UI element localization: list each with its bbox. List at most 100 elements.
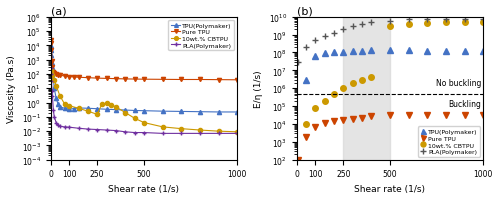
- PLA(Polymaker): [197, 133, 203, 135]
- Pure TPU: [350, 118, 356, 120]
- PLA(Polymaker): [462, 19, 468, 22]
- Pure TPU: [57, 75, 63, 77]
- 10wt.% CBTPU: [197, 129, 203, 132]
- PLA(Polymaker): [368, 22, 374, 24]
- TPU(Polymaker): [85, 108, 91, 110]
- TPU(Polymaker): [424, 51, 430, 53]
- PLA(Polymaker): [424, 19, 430, 22]
- Pure TPU: [48, 39, 54, 42]
- 10wt.% CBTPU: [406, 24, 411, 26]
- TPU(Polymaker): [104, 109, 110, 111]
- 10wt.% CBTPU: [462, 22, 468, 24]
- TPU(Polymaker): [197, 111, 203, 113]
- TPU(Polymaker): [62, 108, 68, 110]
- Pure TPU: [48, 42, 54, 45]
- Pure TPU: [424, 114, 430, 116]
- TPU(Polymaker): [443, 51, 449, 53]
- Pure TPU: [62, 75, 68, 78]
- TPU(Polymaker): [387, 50, 393, 52]
- PLA(Polymaker): [141, 132, 147, 134]
- TPU(Polymaker): [480, 51, 486, 53]
- PLA(Polymaker): [48, 81, 54, 83]
- PLA(Polymaker): [104, 129, 110, 132]
- Pure TPU: [53, 74, 59, 76]
- Pure TPU: [141, 79, 147, 81]
- TPU(Polymaker): [113, 109, 119, 111]
- 10wt.% CBTPU: [443, 22, 449, 24]
- PLA(Polymaker): [85, 128, 91, 131]
- 10wt.% CBTPU: [99, 103, 105, 106]
- TPU(Polymaker): [216, 111, 222, 114]
- TPU(Polymaker): [359, 51, 365, 53]
- PLA(Polymaker): [48, 68, 54, 70]
- Pure TPU: [331, 121, 337, 123]
- PLA(Polymaker): [178, 133, 184, 135]
- Pure TPU: [387, 114, 393, 117]
- 10wt.% CBTPU: [387, 26, 393, 28]
- Pure TPU: [50, 72, 56, 74]
- PLA(Polymaker): [62, 126, 68, 128]
- Pure TPU: [66, 76, 72, 78]
- Pure TPU: [340, 119, 346, 121]
- Pure TPU: [49, 61, 55, 63]
- Pure TPU: [94, 78, 100, 80]
- PLA(Polymaker): [359, 24, 365, 26]
- Pure TPU: [359, 117, 365, 119]
- TPU(Polymaker): [94, 108, 100, 110]
- PLA(Polymaker): [52, 116, 58, 118]
- TPU(Polymaker): [340, 51, 346, 54]
- 10wt.% CBTPU: [50, 74, 56, 76]
- Pure TPU: [178, 79, 184, 81]
- TPU(Polymaker): [55, 103, 61, 106]
- TPU(Polymaker): [312, 56, 318, 58]
- PLA(Polymaker): [48, 73, 54, 76]
- TPU(Polymaker): [76, 107, 82, 110]
- TPU(Polymaker): [57, 106, 63, 109]
- TPU(Polymaker): [49, 62, 55, 65]
- PLA(Polymaker): [122, 131, 128, 133]
- PLA(Polymaker): [443, 19, 449, 22]
- PLA(Polymaker): [55, 125, 61, 127]
- PLA(Polymaker): [50, 95, 56, 97]
- Pure TPU: [322, 122, 328, 125]
- 10wt.% CBTPU: [312, 107, 318, 110]
- TPU(Polymaker): [50, 67, 56, 69]
- TPU(Polymaker): [71, 108, 77, 110]
- Pure TPU: [132, 78, 138, 81]
- 10wt.% CBTPU: [48, 72, 54, 74]
- PLA(Polymaker): [234, 133, 240, 135]
- Y-axis label: E/η (1/s): E/η (1/s): [254, 70, 263, 108]
- Text: (b): (b): [296, 7, 312, 17]
- Pure TPU: [216, 79, 222, 81]
- TPU(Polymaker): [48, 49, 54, 52]
- 10wt.% CBTPU: [303, 123, 309, 126]
- 10wt.% CBTPU: [350, 82, 356, 85]
- 10wt.% CBTPU: [340, 88, 346, 90]
- TPU(Polymaker): [350, 51, 356, 53]
- Pure TPU: [104, 78, 110, 80]
- Text: (a): (a): [50, 7, 66, 17]
- TPU(Polymaker): [406, 50, 411, 52]
- PLA(Polymaker): [216, 133, 222, 135]
- 10wt.% CBTPU: [216, 130, 222, 133]
- TPU(Polymaker): [52, 88, 58, 90]
- Line: PLA(Polymaker): PLA(Polymaker): [295, 17, 487, 66]
- Line: TPU(Polymaker): TPU(Polymaker): [48, 45, 240, 114]
- TPU(Polymaker): [48, 55, 54, 57]
- Pure TPU: [160, 79, 166, 81]
- 10wt.% CBTPU: [160, 126, 166, 128]
- PLA(Polymaker): [160, 133, 166, 135]
- Bar: [344, 18, 390, 160]
- Pure TPU: [312, 126, 318, 128]
- Line: PLA(Polymaker): PLA(Polymaker): [48, 67, 240, 136]
- Pure TPU: [197, 79, 203, 81]
- Pure TPU: [296, 159, 302, 161]
- 10wt.% CBTPU: [141, 122, 147, 124]
- Pure TPU: [85, 77, 91, 79]
- PLA(Polymaker): [296, 61, 302, 64]
- PLA(Polymaker): [350, 26, 356, 28]
- 10wt.% CBTPU: [108, 104, 114, 106]
- PLA(Polymaker): [76, 127, 82, 130]
- PLA(Polymaker): [312, 40, 318, 42]
- TPU(Polymaker): [160, 110, 166, 113]
